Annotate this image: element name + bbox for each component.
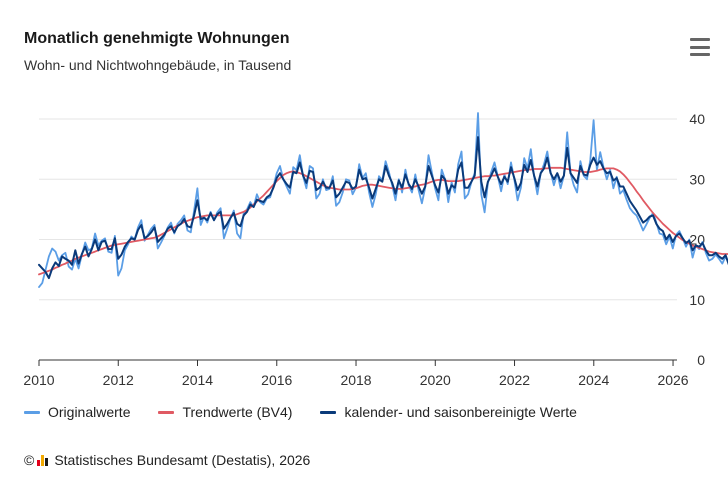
x-tick-label: 2018 (340, 372, 371, 388)
legend-swatch-adjusted (320, 410, 337, 414)
legend-label-original: Originalwerte (48, 404, 131, 420)
x-tick-label: 2014 (182, 372, 213, 388)
series-line-trend (38, 166, 728, 276)
legend-item-adjusted[interactable]: kalender- und saisonbereinigte Werte (320, 404, 577, 420)
destatis-logo-icon (37, 454, 49, 466)
chart-subtitle: Wohn- und Nichtwohngebäude, in Tausend (24, 57, 292, 73)
series-lines (38, 112, 728, 289)
x-tick-label: 2024 (578, 372, 609, 388)
menu-bar (690, 45, 710, 49)
legend-swatch-trend (158, 410, 175, 414)
copyright-symbol: © (24, 452, 35, 468)
legend-swatch-original (24, 410, 40, 414)
chart-title: Monatlich genehmigte Wohnungen (24, 30, 290, 47)
menu-bar (690, 38, 710, 41)
y-tick-label: 40 (689, 111, 705, 127)
legend: Originalwerte Trendwerte (BV4) kalender-… (24, 404, 605, 420)
x-tick-label: 2016 (261, 372, 292, 388)
hamburger-menu-icon[interactable] (690, 38, 710, 56)
grid-lines (39, 118, 677, 301)
x-tick-label: 2026 (657, 372, 688, 388)
legend-item-trend[interactable]: Trendwerte (BV4) (158, 404, 292, 420)
x-axis: 2010 2012 2014 2016 2018 2020 2022 2024 2026 (23, 359, 689, 388)
legend-item-original[interactable]: Originalwerte (24, 404, 130, 420)
menu-bar (690, 53, 710, 56)
x-tick-label: 2010 (23, 372, 54, 388)
x-tick-label: 2022 (499, 372, 530, 388)
x-tick-label: 2012 (103, 372, 134, 388)
legend-label-adjusted: kalender- und saisonbereinigte Werte (344, 404, 577, 420)
series-line-adjusted (38, 136, 728, 280)
legend-label-trend: Trendwerte (BV4) (182, 404, 293, 420)
credit: © Statistisches Bundesamt (Destatis), 20… (24, 452, 310, 468)
y-tick-label: 30 (689, 171, 705, 187)
y-tick-label: 0 (697, 352, 705, 368)
series-line-original (38, 112, 728, 289)
y-tick-label: 10 (689, 292, 705, 308)
credit-text: Statistisches Bundesamt (Destatis), 2026 (54, 452, 311, 468)
x-tick-label: 2020 (420, 372, 451, 388)
